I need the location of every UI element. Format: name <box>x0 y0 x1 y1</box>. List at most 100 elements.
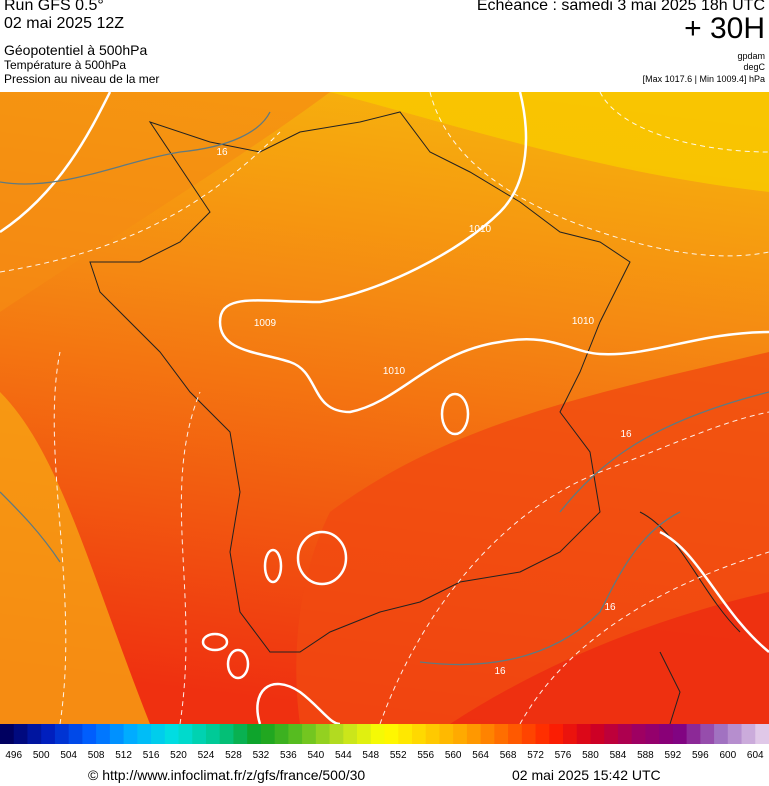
contour-label: 16 <box>604 602 616 613</box>
unit-label: gpdam <box>737 51 765 61</box>
color-swatch <box>398 724 413 744</box>
color-swatch <box>288 724 303 744</box>
color-swatch <box>714 724 729 744</box>
color-swatch <box>508 724 523 744</box>
color-swatch <box>0 724 15 744</box>
color-swatch <box>68 724 83 744</box>
colorbar-label: 504 <box>60 750 77 761</box>
color-swatch <box>453 724 468 744</box>
colorbar-label: 508 <box>88 750 105 761</box>
color-swatch <box>192 724 207 744</box>
colorbar-label: 584 <box>610 750 627 761</box>
color-swatch <box>54 724 70 744</box>
generated-time: 02 mai 2025 15:42 UTC <box>512 767 661 783</box>
contour-label: 1009 <box>254 318 277 329</box>
unit-label: degC <box>743 62 765 72</box>
map: 1009 1010 1010 1010 16 16 16 16 <box>0 92 769 724</box>
colorbar-label: 560 <box>445 750 462 761</box>
layer-label: Géopotentiel à 500hPa <box>4 42 148 58</box>
color-swatch <box>151 724 166 744</box>
color-swatch <box>260 724 276 744</box>
color-swatch <box>700 724 715 744</box>
color-swatch <box>109 724 125 744</box>
color-swatch <box>755 724 769 744</box>
color-swatch <box>659 724 674 744</box>
color-swatch <box>672 724 688 744</box>
color-swatch <box>384 724 399 744</box>
color-swatch <box>233 724 248 744</box>
colorbar-label: 556 <box>417 750 434 761</box>
color-swatch <box>27 724 42 744</box>
color-swatch <box>178 724 193 744</box>
color-swatch <box>164 724 180 744</box>
colorbar-label: 604 <box>747 750 764 761</box>
color-swatch <box>727 724 743 744</box>
colorbar-label: 588 <box>637 750 654 761</box>
colorbar-label: 528 <box>225 750 242 761</box>
colorbar-label: 536 <box>280 750 297 761</box>
contour-label: 1010 <box>572 316 595 327</box>
colorbar-label: 580 <box>582 750 599 761</box>
color-swatch <box>466 724 482 744</box>
colorbar-label: 524 <box>198 750 215 761</box>
colorbar-label: 496 <box>5 750 22 761</box>
color-swatch <box>563 724 578 744</box>
colorbar-label: 520 <box>170 750 187 761</box>
color-swatch <box>329 724 344 744</box>
contour-label: 1010 <box>469 224 492 235</box>
color-swatch <box>411 724 427 744</box>
color-swatch <box>521 724 537 744</box>
colorbar-label: 512 <box>115 750 132 761</box>
color-swatch <box>137 724 152 744</box>
colorbar-label: 548 <box>362 750 379 761</box>
colorbar-label: 568 <box>500 750 517 761</box>
color-swatch <box>439 724 454 744</box>
color-swatch <box>219 724 234 744</box>
pressure-range: [Max 1017.6 | Min 1009.4] hPa <box>642 74 765 84</box>
colorbar-label: 532 <box>253 750 270 761</box>
color-swatch <box>315 724 331 744</box>
colorbar-label: 564 <box>472 750 489 761</box>
color-swatch <box>96 724 111 744</box>
color-swatch <box>480 724 495 744</box>
color-swatch <box>631 724 646 744</box>
colorbar-label: 516 <box>143 750 160 761</box>
color-swatch <box>686 724 701 744</box>
color-swatch <box>370 724 385 744</box>
color-swatch <box>13 724 28 744</box>
color-swatch <box>645 724 660 744</box>
colorbar: 496 500 504 508 512 516 520 524 528 532 536 540 544 5… <box>0 724 769 761</box>
color-swatch <box>604 724 619 744</box>
color-swatch <box>357 724 372 744</box>
colorbar-label: 572 <box>527 750 544 761</box>
color-swatch <box>205 724 221 744</box>
color-swatch <box>617 724 633 744</box>
colorbar-label: 596 <box>692 750 709 761</box>
forecast-time: Echéance : samedi 3 mai 2025 18h UTC <box>476 0 765 14</box>
color-swatch <box>535 724 550 744</box>
run-date: 02 mai 2025 12Z <box>4 15 125 32</box>
color-swatch <box>302 724 317 744</box>
colorbar-label: 576 <box>555 750 572 761</box>
color-swatch <box>741 724 756 744</box>
color-swatch <box>247 724 262 744</box>
contour-label: 16 <box>494 666 506 677</box>
colorbar-label: 592 <box>665 750 682 761</box>
colorbar-label: 500 <box>33 750 50 761</box>
contour-label: 1010 <box>383 366 406 377</box>
color-swatch <box>576 724 591 744</box>
color-swatch <box>590 724 605 744</box>
colorbar-label: 540 <box>307 750 324 761</box>
color-swatch <box>41 724 56 744</box>
contour-label: 16 <box>620 429 632 440</box>
color-swatch <box>494 724 509 744</box>
source-credit: © http://www.infoclimat.fr/z/gfs/france/… <box>88 767 366 783</box>
contour-label: 16 <box>216 147 228 158</box>
color-swatch <box>82 724 97 744</box>
colorbar-label: 600 <box>719 750 736 761</box>
layer-label: Pression au niveau de la mer <box>4 72 160 86</box>
color-swatch <box>343 724 358 744</box>
colorbar-label: 544 <box>335 750 352 761</box>
color-swatch <box>123 724 138 744</box>
